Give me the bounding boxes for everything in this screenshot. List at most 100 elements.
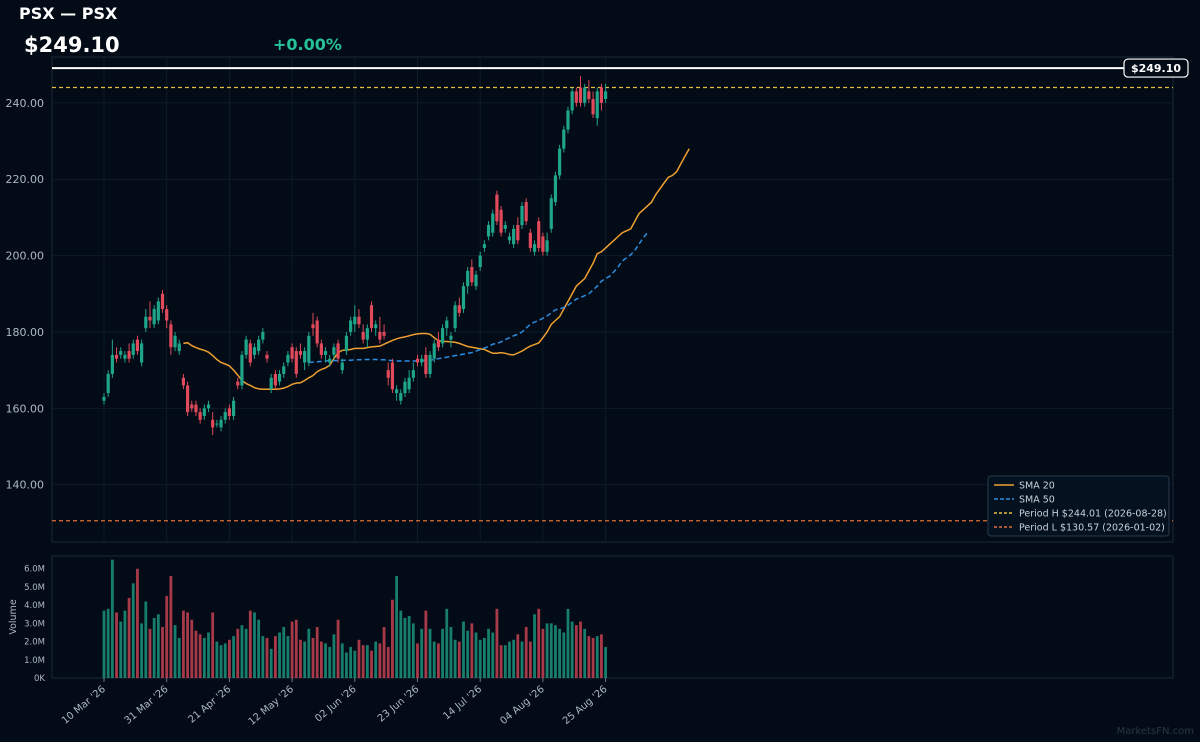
candle (119, 347, 123, 359)
candle-body (549, 198, 553, 229)
candle-body (599, 87, 604, 103)
sma20-line (183, 148, 690, 390)
candle-body (311, 324, 315, 329)
date-tick-label: 02 Jun '26 (313, 684, 359, 725)
candle-body (344, 335, 349, 352)
candle-body (470, 267, 474, 283)
volume-bar (470, 623, 474, 678)
candle (265, 351, 269, 363)
candle (491, 209, 495, 237)
candle-body (474, 274, 478, 287)
candle-body (227, 408, 231, 416)
candle (399, 389, 403, 405)
candle (123, 351, 127, 363)
candle (102, 393, 106, 405)
candle-body (436, 339, 440, 348)
candle (537, 217, 541, 252)
candle-body (574, 91, 578, 103)
candle (528, 228, 532, 252)
candle (591, 91, 595, 119)
candle-body (445, 320, 449, 329)
candle (315, 316, 319, 348)
candle (215, 419, 219, 428)
candle-body (186, 385, 190, 413)
volume-bar (445, 608, 449, 678)
candle (486, 221, 491, 241)
current-price: $249.10 (24, 33, 120, 57)
candle-body (482, 244, 486, 248)
candle-body (532, 244, 537, 252)
candle-body (140, 343, 144, 363)
candle-body (177, 343, 181, 352)
candle-body (244, 339, 248, 355)
volume-bar (156, 614, 160, 678)
candle (474, 270, 478, 290)
candle-body (223, 412, 227, 420)
volume-bar (115, 612, 118, 678)
volume-bar (353, 650, 357, 678)
volume-bar (215, 641, 219, 678)
candle (407, 370, 411, 394)
candle-body (407, 377, 411, 390)
candle (311, 312, 315, 336)
candle-body (240, 354, 244, 386)
candle (428, 351, 432, 378)
candle (298, 343, 303, 359)
volume-bar (462, 621, 465, 678)
date-tick-label: 25 Aug '26 (561, 684, 610, 727)
candle-body (252, 347, 257, 355)
volume-bar (198, 634, 202, 678)
candle-body (374, 324, 378, 329)
candle (236, 377, 240, 390)
candle-body (114, 354, 119, 359)
candle-body (106, 373, 110, 394)
volume-bar (186, 612, 189, 678)
candle (482, 240, 486, 252)
candle (156, 297, 160, 325)
candle-body (428, 354, 432, 374)
candle-body (570, 91, 574, 111)
volume-bar (545, 623, 549, 678)
volume-bar (202, 637, 206, 678)
volume-axis: 0K 1.0M 2.0M 3.0M 4.0M 5.0M 6.0M (24, 565, 45, 684)
candle-body (336, 343, 340, 359)
volume-bar (219, 645, 223, 678)
candle-body (198, 412, 202, 420)
volume-bar (399, 610, 403, 678)
candle-body (528, 232, 532, 248)
volume-bar (482, 637, 486, 678)
candle-body (466, 270, 470, 287)
candle-body (595, 91, 599, 119)
volume-bar (144, 601, 148, 678)
candle (516, 217, 520, 245)
candle (604, 83, 608, 103)
candle-body (102, 396, 106, 401)
period-lines (52, 86, 1173, 522)
volume-bar (533, 614, 536, 678)
volume-bar (600, 634, 603, 678)
candle (344, 331, 349, 355)
volume-bar (457, 641, 461, 678)
candle (595, 87, 599, 126)
volume-bar (583, 628, 587, 678)
candle (578, 76, 583, 107)
candle (562, 125, 566, 153)
price-change: +0.00% (273, 35, 342, 54)
volume-bar (591, 637, 595, 678)
candle-body (357, 316, 361, 325)
candle-body (277, 373, 282, 382)
candle-body (486, 225, 491, 237)
candle (390, 358, 395, 394)
candle-body (135, 339, 140, 352)
volume-bar (161, 627, 164, 678)
volume-bar (278, 632, 281, 678)
volume-bar (395, 576, 398, 678)
volume-bar (136, 568, 139, 678)
candle-body (562, 129, 566, 149)
candle (240, 351, 244, 390)
candle-body (353, 316, 357, 325)
candle (223, 408, 227, 424)
legend-entry: Period L $130.57 (2026-01-02) (1019, 523, 1165, 534)
volume-bar (520, 641, 524, 678)
